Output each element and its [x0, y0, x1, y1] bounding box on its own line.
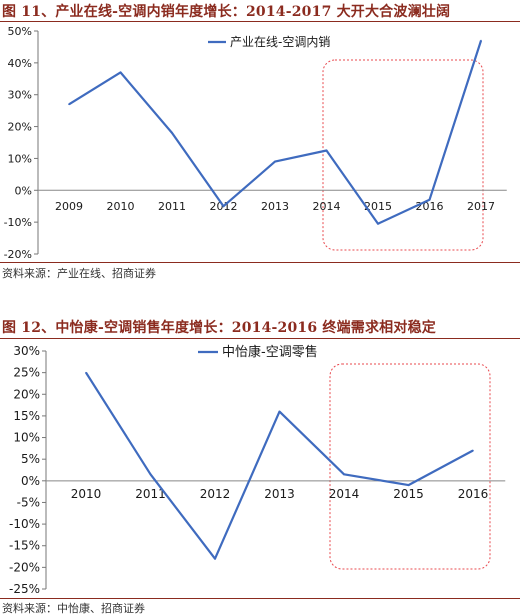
- data-point: [85, 371, 87, 374]
- y-tick-label: 20%: [8, 121, 32, 134]
- data-point: [119, 71, 122, 74]
- y-tick-label: 40%: [8, 57, 32, 70]
- x-tick-label: 2012: [200, 487, 231, 501]
- x-tick-label: 2014: [329, 487, 360, 501]
- highlight-box: [322, 59, 484, 251]
- x-tick-label: 2016: [458, 487, 489, 501]
- y-tick-label: -25%: [9, 582, 40, 595]
- figure-11-title: 图 11、产业在线-空调内销年度增长：2014-2017 大开大合波澜壮阔: [2, 4, 451, 20]
- series-line: [85, 372, 474, 560]
- data-point: [214, 557, 216, 560]
- data-point: [278, 410, 281, 413]
- chart-2-plot: 30% 25% 20% 15% 10% 5% 0% -5% -10% -15% -20% -25% 20…: [9, 344, 506, 595]
- chart-1-plot: 50% 40% 30% 20% 10% 0% -10% -20% 2009 2010 2011 201…: [4, 25, 507, 261]
- x-tick-label: 2016: [416, 200, 444, 213]
- x-tick-label: 2009: [55, 200, 83, 213]
- y-tick-label: -20%: [4, 248, 32, 261]
- figure-11-title-rule: [0, 21, 520, 22]
- data-point: [325, 149, 328, 152]
- data-point: [274, 160, 276, 163]
- y-tick-label: 50%: [8, 25, 32, 38]
- data-point: [377, 222, 379, 225]
- y-tick-label: 20%: [13, 387, 40, 401]
- x-tick-label: 2010: [107, 200, 135, 213]
- y-tick-label: -15%: [9, 539, 40, 553]
- figure-12-title: 图 12、中怡康-空调销售年度增长：2014-2016 终端需求相对稳定: [2, 320, 436, 336]
- y-tick-label: -20%: [9, 560, 40, 574]
- y-tick-label: 30%: [13, 344, 40, 358]
- y-tick-label: 0%: [21, 474, 40, 488]
- data-point: [222, 205, 225, 208]
- data-point: [472, 449, 474, 452]
- y-tick-label: -10%: [9, 517, 40, 531]
- data-point: [428, 199, 431, 201]
- y-tick-label: 10%: [13, 431, 40, 445]
- highlight-box: [329, 363, 491, 570]
- figure-11-source: 资料来源：产业在线、招商证券: [2, 267, 156, 280]
- x-tick-label: 2011: [135, 487, 166, 501]
- data-point: [480, 39, 482, 42]
- y-tick-label: -5%: [17, 495, 40, 509]
- data-point: [171, 132, 173, 134]
- x-tick-label: 2010: [71, 487, 102, 501]
- x-tick-label: 2013: [264, 487, 295, 501]
- figure-12-source-rule: [0, 598, 520, 599]
- x-tick-label: 2015: [364, 200, 392, 213]
- data-point: [407, 484, 410, 486]
- y-tick-label: 25%: [13, 366, 40, 380]
- figure-12-source: 资料来源：中怡康、招商证券: [2, 602, 145, 615]
- x-tick-label: 2013: [261, 200, 289, 213]
- legend-label: 产业在线-空调内销: [230, 35, 330, 49]
- data-point: [343, 473, 345, 476]
- x-tick-label: 2017: [467, 200, 495, 213]
- y-tick-label: 5%: [21, 452, 40, 466]
- legend-label: 中怡康-空调零售: [222, 344, 318, 360]
- x-tick-label: 2015: [393, 487, 424, 501]
- y-tick-label: 15%: [13, 409, 40, 423]
- figure-11-source-rule: [0, 262, 520, 263]
- x-tick-label: 2011: [158, 200, 186, 213]
- y-tick-label: -10%: [4, 216, 32, 229]
- y-tick-label: 0%: [15, 184, 32, 197]
- data-point: [68, 103, 70, 106]
- y-tick-label: 10%: [8, 152, 32, 165]
- x-tick-label: 2014: [313, 200, 341, 213]
- series-line: [68, 40, 483, 225]
- y-tick-label: 30%: [8, 89, 32, 102]
- figure-12-title-rule: [0, 338, 520, 339]
- data-point: [149, 473, 152, 476]
